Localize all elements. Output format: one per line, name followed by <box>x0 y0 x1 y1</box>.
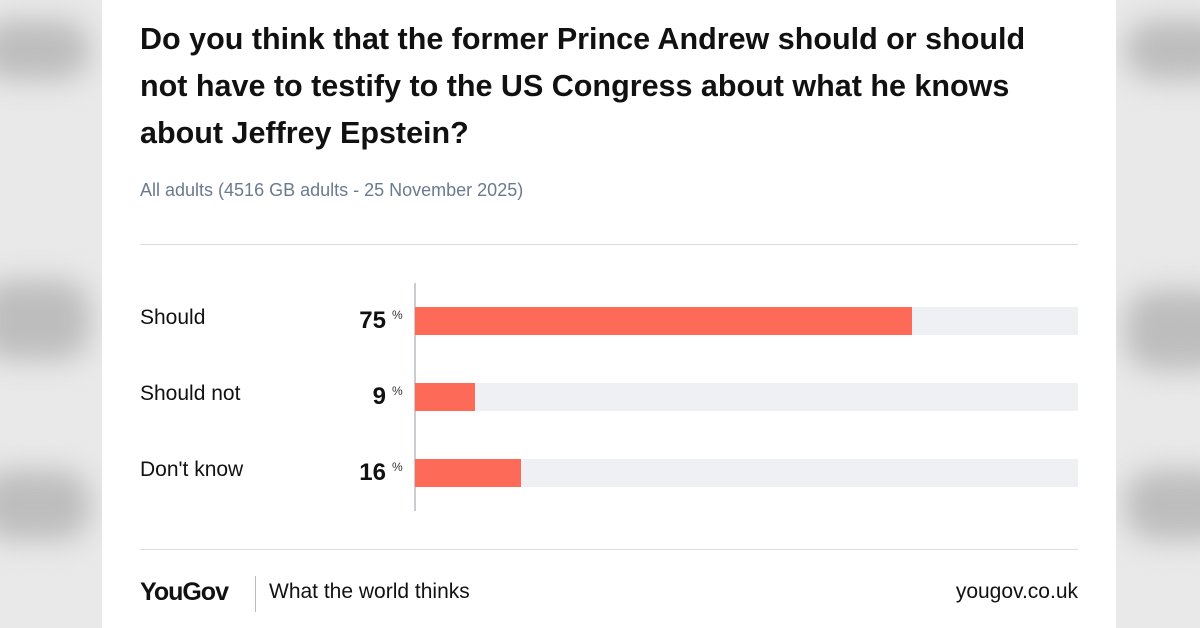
subtitle: All adults (4516 GB adults - 25 November… <box>140 180 524 200</box>
background-blur <box>1125 470 1200 540</box>
bar <box>415 459 522 487</box>
background-blur <box>0 280 90 360</box>
brand-logo: YouGov <box>140 578 229 606</box>
background-blur <box>0 470 90 540</box>
value-label: 9 <box>372 383 386 410</box>
divider <box>140 549 1078 550</box>
url: yougov.co.uk <box>955 580 1078 603</box>
bar-track <box>415 459 1078 487</box>
category-label: Don't know <box>140 458 244 481</box>
unit-label: % <box>392 460 403 474</box>
value-label: 16 <box>359 459 386 486</box>
divider <box>140 244 1078 245</box>
card: Do you think that the former Prince Andr… <box>102 0 1116 628</box>
unit-label: % <box>392 308 403 322</box>
bar <box>415 383 475 411</box>
bar <box>415 307 913 335</box>
value-label: 75 <box>359 307 386 334</box>
separator <box>255 576 256 612</box>
category-label: Should <box>140 306 206 329</box>
tagline: What the world thinks <box>269 580 470 603</box>
chart-title: Do you think that the former Prince Andr… <box>140 22 1026 150</box>
background-blur <box>1125 20 1200 80</box>
unit-label: % <box>392 384 403 398</box>
bar-track <box>415 383 1078 411</box>
background-blur <box>0 20 90 80</box>
category-label: Should not <box>140 382 241 405</box>
background-blur <box>1125 290 1200 370</box>
